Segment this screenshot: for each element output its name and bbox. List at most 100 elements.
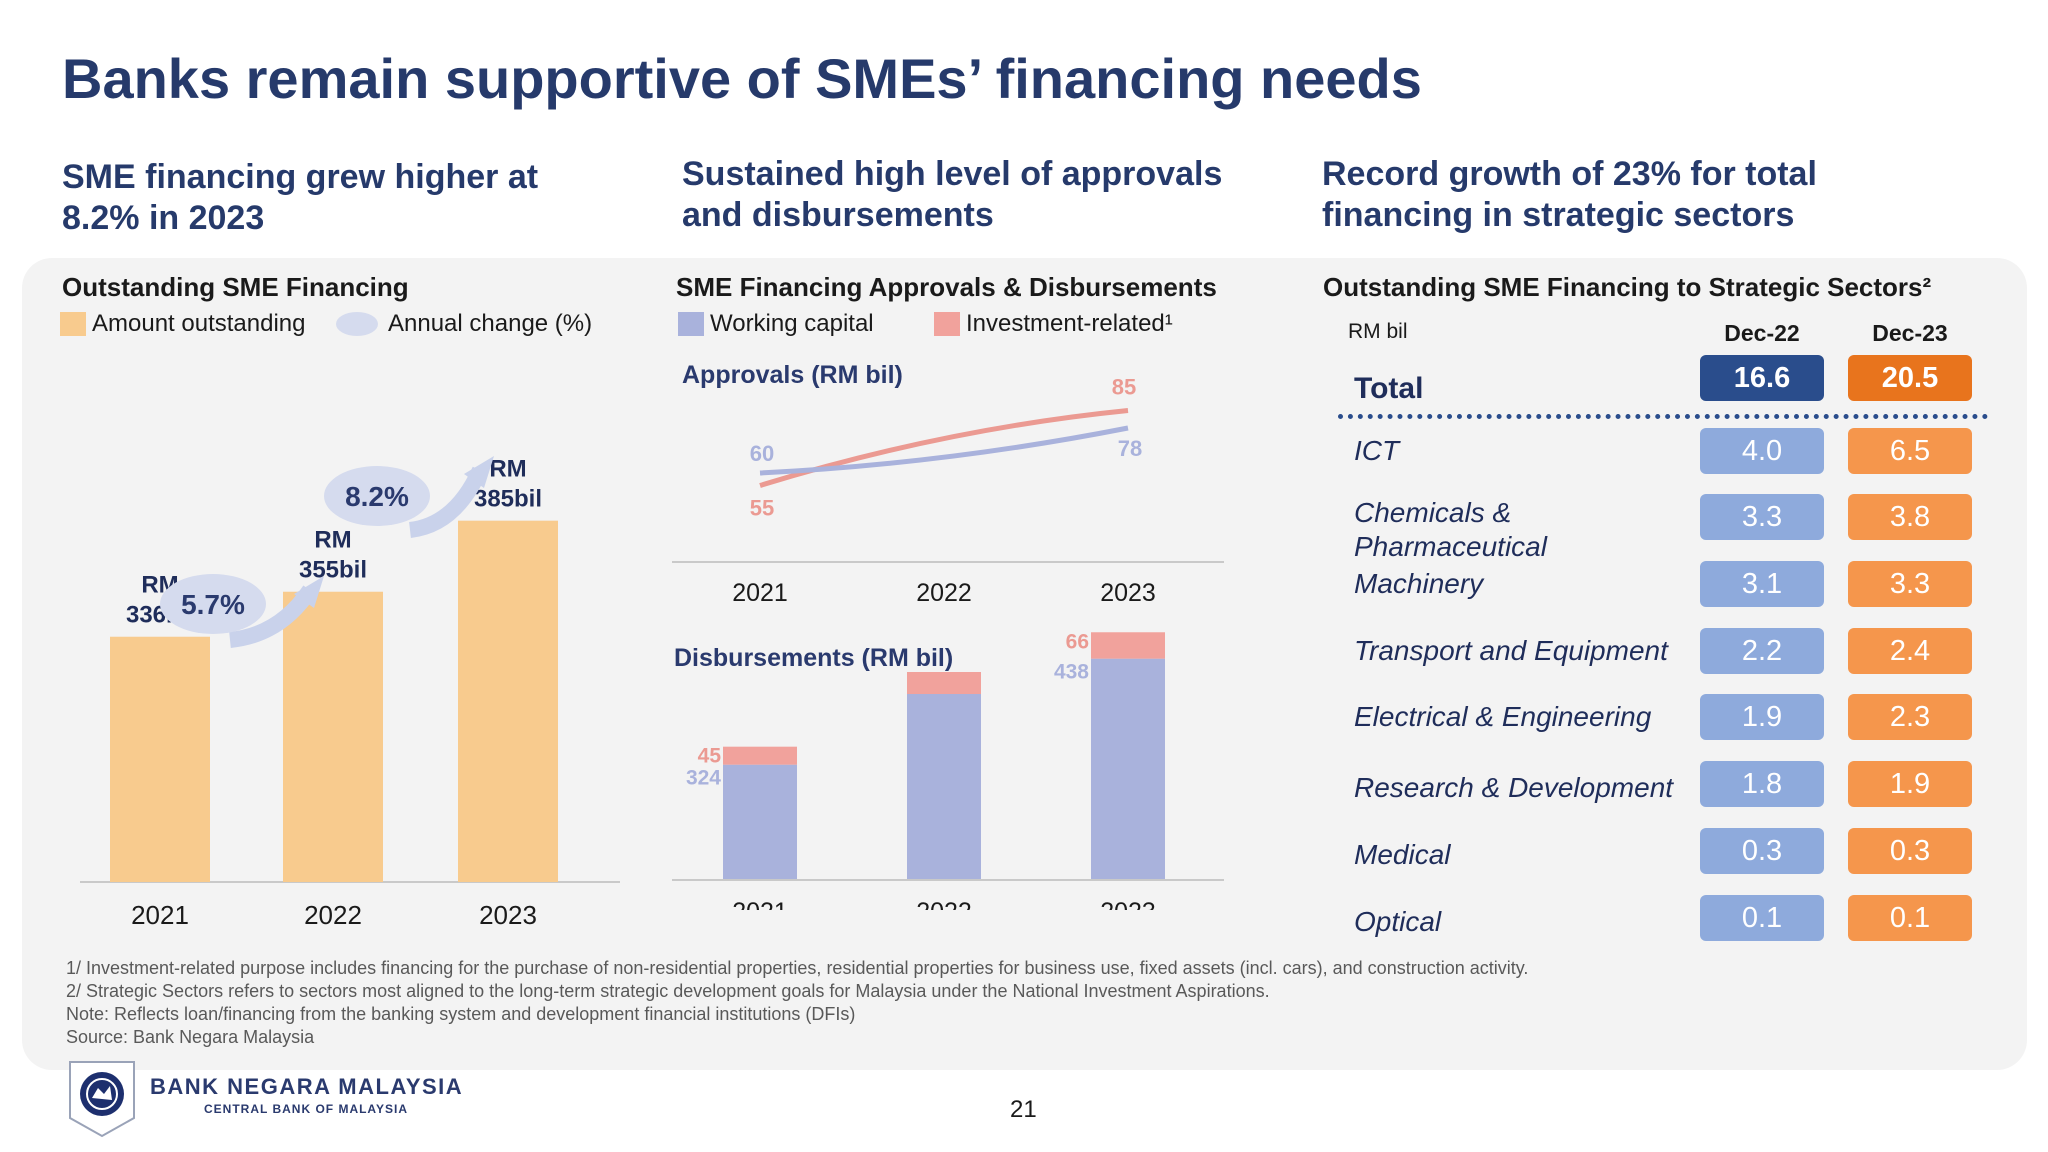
sector-dec22-cell: 4.0: [1700, 428, 1824, 474]
approvals-investment-line: [759, 408, 1129, 488]
approvals-investment-label: 55: [750, 496, 774, 521]
disbursement-investment-label: 45: [698, 745, 722, 768]
sector-dec23-cell: 2.4: [1848, 628, 1972, 674]
footnotes: 1/ Investment-related purpose includes f…: [66, 957, 1528, 1049]
middle-chart: Approvals (RM bil) 60 55 85 78 2021 2022 2023 Di…: [672, 361, 1224, 910]
right-heading: Record growth of 23% for total financing…: [1322, 154, 1817, 236]
left-x-tick: 2023: [479, 900, 537, 930]
logo-name: BANK NEGARA MALAYSIA: [150, 1074, 464, 1099]
legend-change-oval: [336, 312, 378, 336]
annual-change-oval: [324, 466, 430, 526]
sector-label: Medical: [1354, 839, 1451, 870]
sector-dec22-cell: 0.3: [1700, 828, 1824, 874]
sector-dec22-cell: 0.1: [1700, 895, 1824, 941]
annual-change-oval: [160, 574, 266, 634]
legend-investment-label: Investment-related¹: [966, 310, 1173, 337]
disbursement-investment-label: 66: [1066, 630, 1089, 653]
middle-heading-line1: Sustained high level of approvals: [682, 155, 1223, 193]
sector-label: ICT: [1354, 435, 1400, 466]
unit-label: RM bil: [1348, 320, 1408, 343]
col-dec22-header: Dec-22: [1724, 320, 1800, 346]
left-heading-line1: SME financing grew higher at: [62, 158, 539, 196]
approvals-working-label: 78: [1118, 436, 1142, 461]
approvals-x-tick: 2023: [1100, 579, 1156, 607]
total-divider: [1338, 414, 1988, 419]
bar-label-line2: 385bil: [474, 486, 542, 513]
sector-label: Electrical & Engineering: [1354, 701, 1652, 732]
sector-label: Chemicals & Pharmaceutical: [1354, 497, 1547, 562]
footnote-2: 2/ Strategic Sectors refers to sectors m…: [66, 981, 1270, 1001]
disbursements-x-tick: 2023: [1100, 898, 1156, 910]
total-dec22-cell: 16.6: [1700, 355, 1824, 401]
sector-dec23-cell: 0.1: [1848, 895, 1972, 941]
approvals-title: Approvals (RM bil): [682, 361, 903, 389]
approvals-x-tick: 2022: [916, 579, 972, 607]
disbursement-investment-bar: [723, 746, 797, 765]
total-dec23-cell: 20.5: [1848, 355, 1972, 401]
approvals-working-line: [759, 425, 1129, 476]
sector-dec22-cell: 2.2: [1700, 628, 1824, 674]
sector-dec23-cell: 0.3: [1848, 828, 1972, 874]
sector-dec23-cell: 6.5: [1848, 428, 1972, 474]
sector-dec22-cell: 3.1: [1700, 561, 1824, 607]
sector-label: Transport and Equipment: [1354, 635, 1668, 666]
footnote-note: Note: Reflects loan/financing from the b…: [66, 1004, 856, 1024]
legend-working: Working capital: [678, 310, 874, 338]
sector-dec22-cell: 3.3: [1700, 494, 1824, 540]
sector-label: Optical: [1354, 906, 1442, 937]
page-number: 21: [1010, 1096, 1037, 1123]
footnote-source: Source: Bank Negara Malaysia: [66, 1027, 315, 1047]
disbursements-x-tick: 2022: [916, 898, 972, 910]
sector-dec22-cell: 1.8: [1700, 761, 1824, 807]
right-heading-line1: Record growth of 23% for total: [1322, 155, 1817, 193]
growth-arrow-head: [464, 456, 494, 488]
left-x-tick: 2022: [304, 900, 362, 930]
disbursement-working-label: 324: [686, 767, 721, 790]
approvals-investment-label: 85: [1112, 375, 1136, 400]
sector-dec23-cell: 3.8: [1848, 494, 1972, 540]
bar-label-line2: 355bil: [299, 557, 367, 584]
bnm-crest-icon: [69, 1061, 135, 1138]
sector-dec23-cell: 2.3: [1848, 694, 1972, 740]
legend-working-swatch: [678, 312, 704, 336]
page-title: Banks remain supportive of SMEs’ financi…: [62, 47, 1422, 110]
middle-heading: Sustained high level of approvals and di…: [682, 154, 1222, 236]
legend-change-label: Annual change (%): [388, 310, 593, 337]
disbursement-investment-bar: [907, 672, 981, 694]
disbursements-x-tick: 2021: [732, 898, 788, 910]
legend-amount-label: Amount outstanding: [92, 310, 306, 337]
disbursement-working-bar: [907, 694, 981, 880]
amount-bar: [283, 591, 383, 882]
left-x-tick: 2021: [131, 900, 189, 930]
middle-heading-line2: and disbursements: [682, 196, 994, 234]
left-chart: RM336bil2021RM355bil2022RM385bil20235.7%…: [80, 456, 620, 930]
left-heading-line2: 8.2% in 2023: [62, 199, 265, 237]
col-dec23-header: Dec-23: [1872, 320, 1948, 346]
sector-label: Machinery: [1354, 568, 1484, 599]
legend-investment-swatch: [934, 312, 960, 336]
middle-chart-title: SME Financing Approvals & Disbursements: [676, 272, 1217, 302]
approvals-working-label: 60: [750, 441, 774, 466]
disbursements-title: Disbursements (RM bil): [674, 644, 953, 672]
right-chart-title: Outstanding SME Financing to Strategic S…: [1323, 272, 1932, 302]
amount-bar: [110, 636, 210, 882]
amount-bar: [458, 520, 558, 882]
legend-amount-swatch: [60, 312, 86, 336]
left-chart-title: Outstanding SME Financing: [62, 272, 409, 302]
left-heading: SME financing grew higher at 8.2% in 202…: [62, 157, 538, 239]
bar-label-line1: RM: [489, 456, 526, 483]
growth-arrow-head: [294, 576, 324, 608]
sector-dec23-cell: 1.9: [1848, 761, 1972, 807]
annual-change-label: 8.2%: [345, 481, 409, 512]
approvals-x-tick: 2021: [732, 579, 788, 607]
legend-amount: Amount outstanding: [60, 310, 305, 338]
legend-change: Annual change (%): [336, 310, 592, 338]
annual-change-label: 5.7%: [181, 589, 245, 620]
sector-dec22-cell: 1.9: [1700, 694, 1824, 740]
bar-label-line1: RM: [314, 527, 351, 554]
sector-dec23-cell: 3.3: [1848, 561, 1972, 607]
right-heading-line2: financing in strategic sectors: [1322, 196, 1795, 234]
legend-investment: Investment-related¹: [934, 310, 1173, 338]
disbursement-working-label: 438: [1054, 661, 1089, 684]
disbursement-working-bar: [1091, 658, 1165, 880]
